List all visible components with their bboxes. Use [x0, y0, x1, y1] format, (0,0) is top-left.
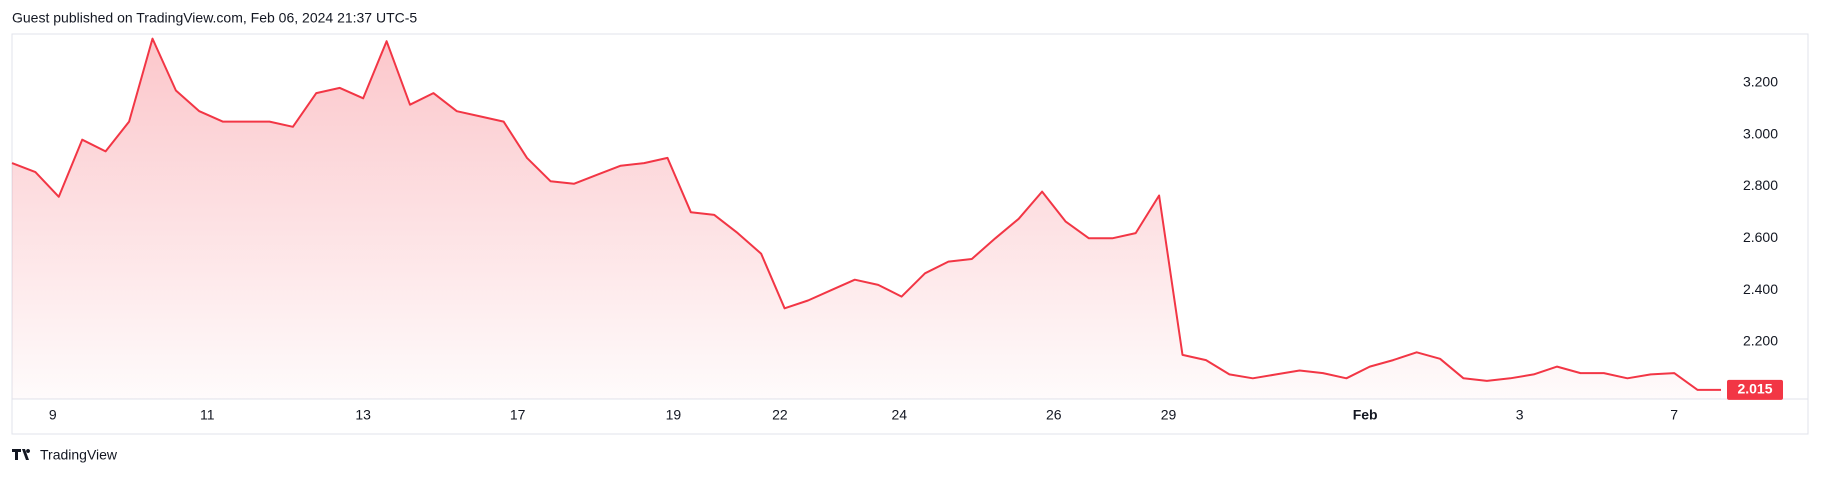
x-tick-label: 7 [1670, 407, 1678, 423]
x-tick-label: 9 [49, 407, 57, 423]
y-tick-label: 3.000 [1743, 125, 1778, 141]
x-tick-label: 17 [510, 407, 526, 423]
price-line [11, 37, 1721, 391]
x-tick-label: 29 [1161, 407, 1177, 423]
x-tick-label: 11 [200, 407, 215, 423]
y-tick-label: 2.600 [1743, 229, 1778, 245]
x-tick-label: 19 [666, 407, 682, 423]
y-tick-label: 2.400 [1743, 281, 1778, 297]
x-tick-label: Feb [1353, 407, 1378, 423]
x-tick-label: 13 [355, 407, 371, 423]
x-tick-label: 3 [1516, 407, 1524, 423]
last-price-badge [1727, 379, 1783, 400]
last-price-label: 2.015 [1737, 381, 1772, 397]
brand-name: TradingView [40, 447, 118, 463]
brand-logo [12, 449, 31, 460]
publish-note: Guest published on TradingView.com, Feb … [12, 10, 417, 26]
x-tick-label: 22 [772, 407, 788, 423]
brand: TradingView [12, 447, 118, 463]
y-tick-label: 3.200 [1743, 73, 1778, 89]
y-tick-label: 2.800 [1743, 177, 1778, 193]
x-tick-label: 26 [1046, 407, 1062, 423]
area-fill [12, 38, 1721, 399]
y-tick-label: 2.200 [1743, 333, 1778, 349]
x-tick-label: 24 [891, 407, 907, 423]
